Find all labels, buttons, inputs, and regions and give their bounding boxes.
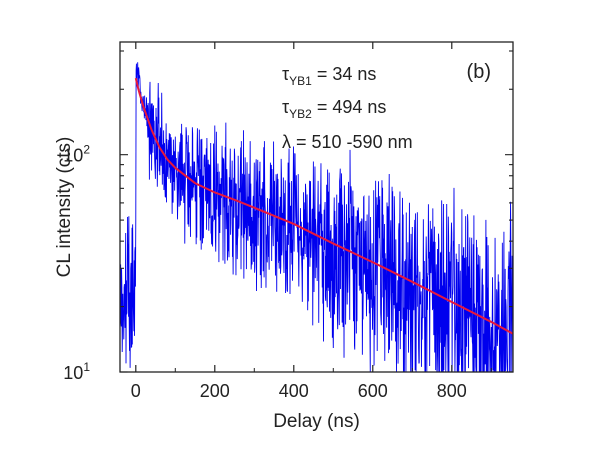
text-layer: 0 200 400 600 800 101 102 Delay (ns) CL intensit… <box>54 61 491 432</box>
x-tick-label: 600 <box>358 381 388 401</box>
annotation-2: τYB2 = 494 ns <box>282 97 386 121</box>
panel-label: (b) <box>467 61 491 83</box>
series-measured-line <box>120 62 513 372</box>
axes-frame <box>119 41 514 373</box>
x-tick-label: 200 <box>200 381 230 401</box>
x-tick-label: 800 <box>437 381 467 401</box>
axes-layer <box>119 41 514 373</box>
series-layer <box>120 62 513 372</box>
y-tick-label: 102 <box>63 143 90 166</box>
x-tick-label: 0 <box>131 381 141 401</box>
y-axis-label: CL intensity (cts) <box>54 137 75 278</box>
annotation-1: τYB1 = 34 ns <box>282 64 376 88</box>
annotation-3: λ = 510 -590 nm <box>282 132 413 152</box>
x-tick-label: 400 <box>279 381 309 401</box>
y-tick-label: 101 <box>63 360 90 383</box>
x-axis-label: Delay (ns) <box>273 411 360 432</box>
series-fit-line <box>134 77 513 335</box>
